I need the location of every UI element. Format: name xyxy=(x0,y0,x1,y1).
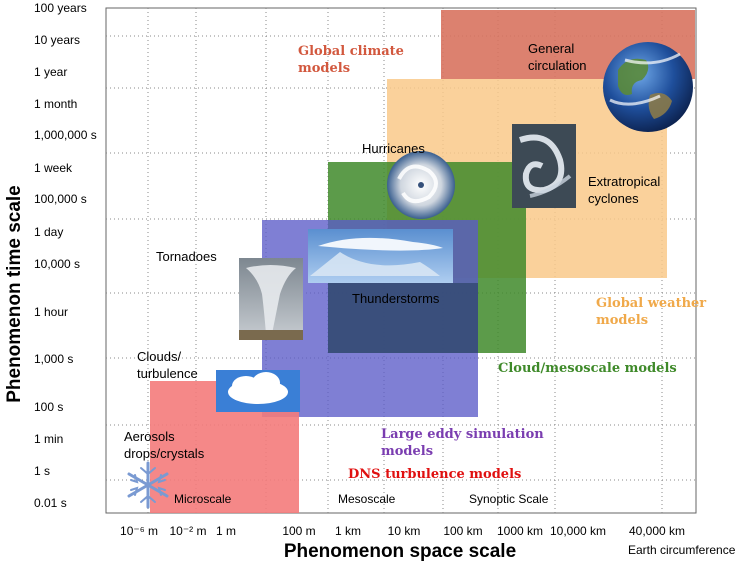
x-axis-title: Phenomenon space scale xyxy=(283,541,517,562)
x-tick: 10,000 km xyxy=(549,524,607,538)
cloud-image xyxy=(216,370,300,412)
snowflake-icon xyxy=(127,461,169,509)
earth-circumference-note: Earth circumference xyxy=(628,543,736,557)
label-cloud-mesoscale-models: Cloud/mesoscale models xyxy=(498,361,677,376)
extratropical-image xyxy=(512,124,576,208)
label-aerosols: Aerosols drops/crystals xyxy=(124,429,205,461)
label-synoptic-scale: Synoptic Scale xyxy=(469,492,549,506)
y-tick: 1 min xyxy=(34,432,64,446)
label-microscale: Microscale xyxy=(174,492,232,506)
label-global-weather-models: Global weather models xyxy=(596,296,707,328)
y-tick: 1 s xyxy=(34,464,51,478)
x-tick: 1000 km xyxy=(496,524,544,538)
label-general-circulation: General circulation xyxy=(528,41,587,73)
y-tick: 1 month xyxy=(34,97,78,111)
y-tick: 10 years xyxy=(34,33,81,47)
y-tick: 0.01 s xyxy=(34,496,67,510)
x-tick: 10⁻² m xyxy=(169,524,207,538)
y-tick: 100 years xyxy=(34,1,87,15)
label-dns-models: DNS turbulence models xyxy=(348,467,522,482)
y-tick: 1 week xyxy=(34,161,73,175)
x-tick: 1 km xyxy=(334,524,362,538)
x-tick: 100 m xyxy=(282,524,316,538)
y-tick: 100 s xyxy=(34,400,64,414)
x-tick: 40,000 km xyxy=(628,524,686,538)
earth-image xyxy=(603,42,693,132)
thunderstorm-overlap xyxy=(328,283,478,353)
label-global-climate-models: Global climate models xyxy=(298,44,404,76)
label-clouds-turbulence: Clouds/ turbulence xyxy=(137,349,198,381)
y-tick: 1,000 s xyxy=(34,352,74,366)
y-tick: 1,000,000 s xyxy=(34,128,97,142)
x-tick: 10 km xyxy=(387,524,421,538)
label-mesoscale: Mesoscale xyxy=(338,492,396,506)
label-extratropical-cyclones: Extratropical cyclones xyxy=(588,174,661,206)
label-thunderstorms: Thunderstorms xyxy=(352,291,440,306)
y-tick: 10,000 s xyxy=(34,257,81,271)
label-tornadoes: Tornadoes xyxy=(156,249,217,264)
x-tick: 1 m xyxy=(215,524,237,538)
y-tick: 1 year xyxy=(34,65,68,79)
x-tick: 100 km xyxy=(443,524,483,538)
hurricane-image xyxy=(387,151,455,219)
tornado-image xyxy=(239,258,303,340)
x-tick: 10⁻⁶ m xyxy=(120,524,158,538)
y-axis-title: Phenomenon time scale xyxy=(4,185,25,403)
label-hurricanes: Hurricanes xyxy=(362,141,425,156)
label-les-models: Large eddy simulation models xyxy=(381,427,544,459)
y-tick: 1 hour xyxy=(34,305,69,319)
y-tick: 100,000 s xyxy=(34,192,87,206)
thunderstorm-image xyxy=(308,229,453,283)
y-tick: 1 day xyxy=(34,225,64,239)
